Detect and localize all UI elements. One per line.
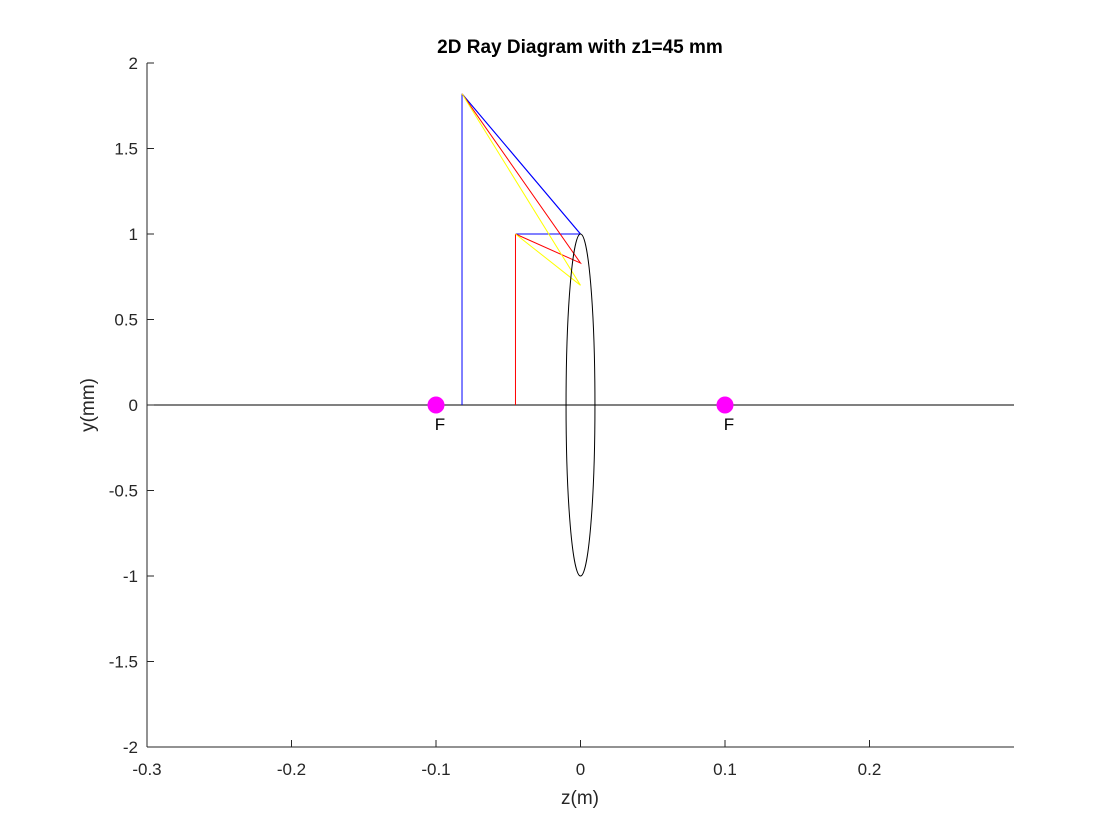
y-tick-label: 1.5 (114, 140, 138, 159)
focal-point-marker (716, 396, 734, 414)
lens-ellipse (565, 233, 596, 577)
y-tick-label: -2 (123, 738, 138, 757)
y-tick-label: 1 (129, 225, 138, 244)
x-tick-label: 0.1 (713, 760, 737, 779)
x-axis-label: z(m) (561, 788, 599, 809)
y-axis-label: y(mm) (78, 378, 99, 432)
x-tick-label: -0.2 (277, 760, 306, 779)
y-tick-label: -0.5 (109, 482, 138, 501)
y-tick-label: -1.5 (109, 653, 138, 672)
y-tick-label: 0 (129, 396, 138, 415)
y-tick-label: -1 (123, 567, 138, 586)
x-tick-label: 0.2 (858, 760, 882, 779)
x-tick-label: 0 (576, 760, 585, 779)
ray-line (461, 93, 581, 235)
focal-point-label: F (435, 415, 445, 434)
ray-line (461, 93, 582, 265)
y-axis: -2 -1.5 -1 -0.5 0 0.5 1 1.5 2 (109, 54, 154, 757)
chart-title: 2D Ray Diagram with z1=45 mm (437, 37, 723, 58)
focal-point-label: F (724, 415, 734, 434)
ray-line (461, 93, 581, 286)
x-tick-label: -0.1 (421, 760, 450, 779)
x-axis: -0.3 -0.2 -0.1 0 0.1 0.2 (132, 740, 1014, 779)
y-tick-label: 2 (129, 54, 138, 73)
x-tick-label: -0.3 (132, 760, 161, 779)
y-tick-label: 0.5 (114, 311, 138, 330)
focal-point-marker (427, 396, 445, 414)
